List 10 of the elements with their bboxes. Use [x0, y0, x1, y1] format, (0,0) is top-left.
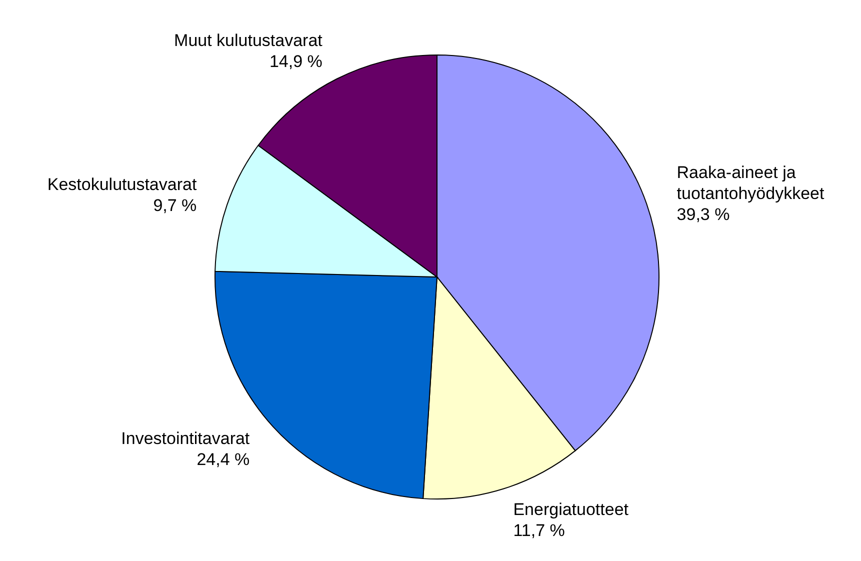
data-label: 24,4 % — [196, 450, 250, 470]
slice-label: Investointitavarat — [121, 429, 250, 448]
data-label: 9,7 % — [153, 196, 197, 216]
slice-label: Muut kulutustavarat — [174, 30, 323, 50]
slice-label: Kestokulutustavarat — [47, 175, 197, 194]
data-label: 39,3 % — [676, 205, 730, 224]
slice-label: Energiatuotteet — [513, 500, 629, 519]
data-label: 11,7 % — [513, 520, 565, 540]
data-label: 14,9 % — [269, 52, 322, 71]
slice-label: Raaka-aineet ja tuotantohyödykkeet — [676, 163, 824, 204]
